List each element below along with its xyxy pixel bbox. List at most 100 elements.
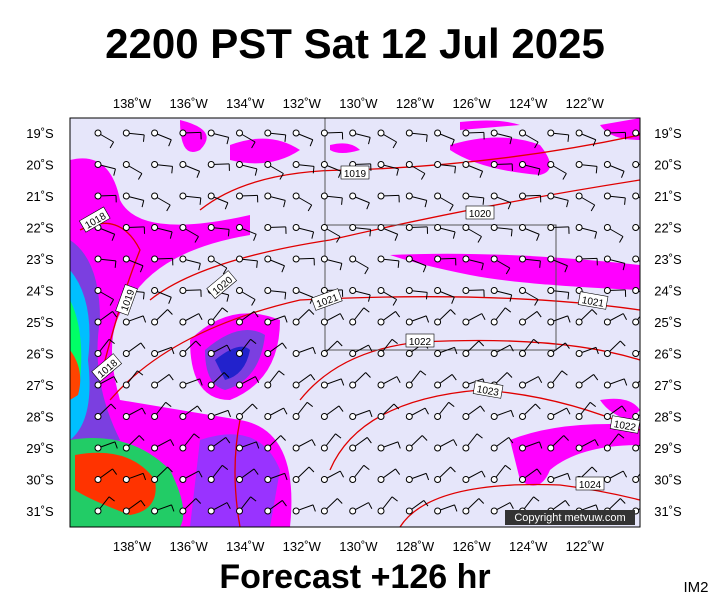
barb-station [520,225,526,231]
barb-station [321,351,327,357]
barb-station [520,193,526,199]
isobar-label: 1022 [406,334,434,348]
barb-station [491,508,497,514]
lat-label: 24˚S [654,284,682,299]
barb-station [520,319,526,325]
barb-station [350,256,356,262]
barb-station [548,319,554,325]
barb-station [633,382,639,388]
barb-station [491,256,497,262]
lat-label: 23˚S [654,252,682,267]
barb-station [604,130,610,136]
lat-label: 20˚S [654,158,682,173]
lat-label: 29˚S [654,441,682,456]
barb-station [604,477,610,483]
barb-station [633,130,639,136]
barb-station [491,319,497,325]
lon-label: 134˚W [226,96,265,111]
barb-station [548,162,554,168]
barb-station [208,256,214,262]
lon-label: 130˚W [339,96,378,111]
lon-label: 134˚W [226,539,265,554]
barb-station [576,193,582,199]
barb-station [237,193,243,199]
isobar-label: 1020 [466,206,494,220]
lat-label: 22˚S [654,221,682,236]
barb-station [321,225,327,231]
barb-station [208,130,214,136]
barb-station [350,351,356,357]
barb-station [378,351,384,357]
barb-station [180,193,186,199]
barb-station [321,162,327,168]
barb-station [180,351,186,357]
lon-label: 136˚W [169,96,208,111]
isobar-label: 1019 [341,166,369,180]
barb-station [123,382,129,388]
barb-station [520,382,526,388]
barb-station [208,382,214,388]
barb-flag [651,295,653,302]
lon-label: 122˚W [566,96,605,111]
barb-station [520,477,526,483]
barb-station [604,351,610,357]
lat-label: 30˚S [654,473,682,488]
barb-flag [648,268,652,274]
barb-station [520,351,526,357]
barb-station [604,256,610,262]
barb-station [604,414,610,420]
lon-label: 126˚W [452,96,491,111]
title: 2200 PST Sat 12 Jul 2025 [105,20,605,67]
barb-station [321,319,327,325]
barb-flag [650,203,653,209]
barb-station [491,130,497,136]
barb-station [152,193,158,199]
barb-station [378,288,384,294]
barb-station [520,288,526,294]
barb-station [95,193,101,199]
isobar-label-text: 1019 [344,169,367,180]
barb-station [208,225,214,231]
barb-station [237,414,243,420]
barb-station [548,445,554,451]
barb-station [95,508,101,514]
image-code: IM2 [683,579,708,596]
barb-station [378,382,384,388]
barb-station [237,508,243,514]
barb-station [350,193,356,199]
barb-station [633,256,639,262]
barb-station [435,162,441,168]
lat-label: 21˚S [26,189,54,204]
lon-label: 128˚W [396,539,435,554]
barb-station [123,477,129,483]
barb-station [265,351,271,357]
barb-station [604,319,610,325]
barb-station [95,351,101,357]
barb-station [208,508,214,514]
barb-station [237,445,243,451]
barb-station [293,508,299,514]
barb-station [321,508,327,514]
barb-station [180,508,186,514]
barb-station [265,130,271,136]
barb-station [604,162,610,168]
barb-station [293,162,299,168]
barb-station [604,445,610,451]
barb-station [435,130,441,136]
barb-station [548,414,554,420]
barb-station [321,477,327,483]
barb-station [435,477,441,483]
barb-station [633,319,639,325]
barb-station [123,445,129,451]
barb-station [208,414,214,420]
barb-station [293,319,299,325]
barb-station [435,508,441,514]
barb-station [237,382,243,388]
barb-station [491,162,497,168]
lat-label: 31˚S [26,504,54,519]
barb-station [435,414,441,420]
barb-station [378,319,384,325]
barb-station [378,508,384,514]
barb-station [633,225,639,231]
lat-label: 25˚S [26,315,54,330]
